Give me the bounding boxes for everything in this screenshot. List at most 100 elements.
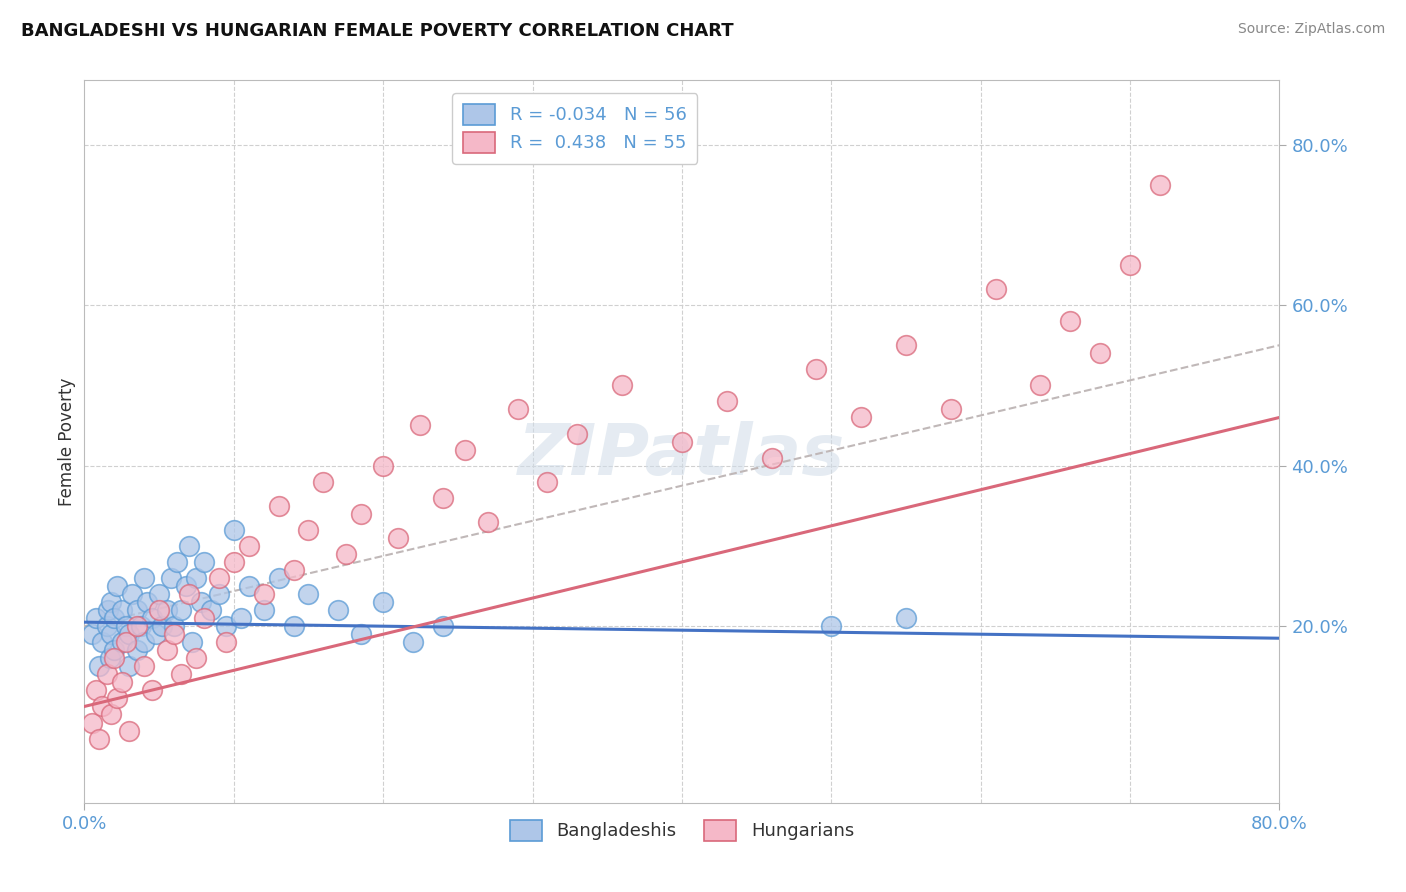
- Point: [170, 667, 193, 681]
- Point: [177, 587, 200, 601]
- Point: [671, 434, 693, 449]
- Point: [267, 499, 290, 513]
- Point: [373, 595, 395, 609]
- Point: [132, 659, 156, 673]
- Point: [200, 603, 222, 617]
- Point: [103, 611, 125, 625]
- Point: [267, 571, 290, 585]
- Point: [89, 659, 111, 673]
- Point: [238, 539, 260, 553]
- Point: [454, 442, 477, 457]
- Point: [163, 627, 186, 641]
- Point: [111, 635, 134, 649]
- Point: [567, 426, 589, 441]
- Legend: Bangladeshis, Hungarians: Bangladeshis, Hungarians: [502, 813, 862, 848]
- Point: [125, 619, 148, 633]
- Point: [111, 675, 134, 690]
- Point: [208, 571, 231, 585]
- Point: [86, 683, 108, 698]
- Point: [612, 378, 634, 392]
- Point: [111, 603, 134, 617]
- Point: [105, 579, 128, 593]
- Point: [174, 579, 197, 593]
- Point: [190, 595, 212, 609]
- Point: [186, 651, 208, 665]
- Point: [761, 450, 783, 465]
- Point: [105, 691, 128, 706]
- Point: [222, 523, 245, 537]
- Point: [1059, 314, 1081, 328]
- Text: Source: ZipAtlas.com: Source: ZipAtlas.com: [1237, 22, 1385, 37]
- Point: [297, 587, 319, 601]
- Point: [103, 651, 125, 665]
- Point: [98, 651, 121, 665]
- Point: [373, 458, 395, 473]
- Point: [1119, 258, 1142, 272]
- Point: [283, 619, 305, 633]
- Point: [328, 603, 350, 617]
- Point: [100, 627, 122, 641]
- Point: [129, 619, 152, 633]
- Point: [193, 611, 215, 625]
- Point: [115, 635, 138, 649]
- Point: [132, 635, 156, 649]
- Point: [145, 627, 167, 641]
- Point: [894, 611, 917, 625]
- Point: [1090, 346, 1112, 360]
- Point: [97, 603, 120, 617]
- Point: [160, 571, 183, 585]
- Point: [91, 699, 114, 714]
- Point: [148, 587, 170, 601]
- Point: [132, 571, 156, 585]
- Point: [125, 643, 148, 657]
- Point: [121, 587, 143, 601]
- Point: [155, 643, 177, 657]
- Y-axis label: Female Poverty: Female Poverty: [58, 377, 76, 506]
- Point: [80, 627, 103, 641]
- Point: [297, 523, 319, 537]
- Point: [193, 555, 215, 569]
- Point: [506, 402, 529, 417]
- Point: [91, 635, 114, 649]
- Point: [186, 571, 208, 585]
- Point: [103, 643, 125, 657]
- Point: [141, 611, 163, 625]
- Point: [283, 563, 305, 577]
- Point: [208, 587, 231, 601]
- Point: [387, 531, 409, 545]
- Point: [335, 547, 357, 561]
- Point: [409, 418, 432, 433]
- Point: [155, 603, 177, 617]
- Point: [820, 619, 842, 633]
- Text: BANGLADESHI VS HUNGARIAN FEMALE POVERTY CORRELATION CHART: BANGLADESHI VS HUNGARIAN FEMALE POVERTY …: [21, 22, 734, 40]
- Point: [222, 555, 245, 569]
- Point: [806, 362, 828, 376]
- Point: [939, 402, 962, 417]
- Point: [96, 667, 118, 681]
- Point: [312, 475, 335, 489]
- Point: [177, 539, 200, 553]
- Point: [238, 579, 260, 593]
- Point: [181, 635, 204, 649]
- Text: ZIPatlas: ZIPatlas: [519, 422, 845, 491]
- Point: [118, 723, 141, 738]
- Point: [100, 707, 122, 722]
- Point: [163, 619, 186, 633]
- Point: [170, 603, 193, 617]
- Point: [894, 338, 917, 352]
- Point: [100, 595, 122, 609]
- Point: [150, 619, 173, 633]
- Point: [716, 394, 738, 409]
- Point: [432, 491, 454, 505]
- Point: [166, 555, 188, 569]
- Point: [253, 603, 276, 617]
- Point: [80, 715, 103, 730]
- Point: [350, 507, 373, 521]
- Point: [477, 515, 499, 529]
- Point: [89, 731, 111, 746]
- Point: [141, 683, 163, 698]
- Point: [1149, 178, 1171, 192]
- Point: [253, 587, 276, 601]
- Point: [350, 627, 373, 641]
- Point: [136, 595, 159, 609]
